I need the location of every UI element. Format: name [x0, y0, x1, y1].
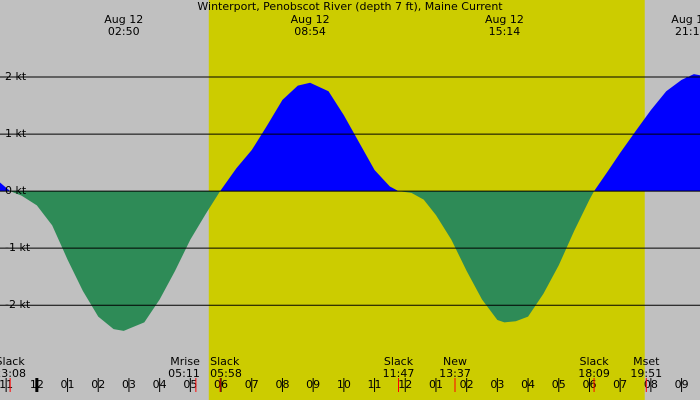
y-tick-label: 2 kt	[5, 70, 27, 83]
event-time: 21:18	[675, 25, 700, 38]
x-tick-label: 02	[460, 378, 474, 391]
event-name: New	[443, 355, 467, 368]
flood-area	[0, 74, 700, 192]
event-time: 18:09	[578, 367, 610, 380]
chart-title: Winterport, Penobscot River (depth 7 ft)…	[197, 0, 503, 13]
event-name: Mset	[633, 355, 660, 368]
x-tick-label: 01	[61, 378, 75, 391]
x-tick-label: 08	[644, 378, 658, 391]
event-name: Mrise	[170, 355, 200, 368]
x-tick-label: 07	[613, 378, 627, 391]
x-tick-label: 06	[582, 378, 596, 391]
event-date: Aug 12	[104, 13, 143, 26]
event-date: Aug 12	[291, 13, 330, 26]
x-tick-label: 10	[337, 378, 351, 391]
x-tick-label: 04	[521, 378, 535, 391]
x-tick-label: 11	[368, 378, 382, 391]
event-date: Aug 12	[485, 13, 524, 26]
event-time: 05:58	[210, 367, 242, 380]
x-tick-label: 07	[245, 378, 259, 391]
event-time: 08:54	[294, 25, 326, 38]
x-tick-label: 05	[183, 378, 197, 391]
event-time: 02:50	[108, 25, 140, 38]
event-time: 13:37	[439, 367, 471, 380]
y-tick-label: 0 kt	[5, 184, 27, 197]
event-time: 05:11	[168, 367, 200, 380]
x-tick-label: 09	[306, 378, 320, 391]
x-tick-label: 02	[91, 378, 105, 391]
x-tick-label: 06	[214, 378, 228, 391]
x-tick-label: 12	[30, 378, 44, 391]
event-name: Slack	[0, 355, 25, 368]
event-time: 23:08	[0, 367, 26, 380]
x-tick-label: 05	[552, 378, 566, 391]
x-tick-label: 04	[153, 378, 167, 391]
x-tick-label: 12	[398, 378, 412, 391]
y-tick-label: -2 kt	[5, 298, 31, 311]
event-name: Slack	[579, 355, 609, 368]
y-tick-label: -1 kt	[5, 241, 31, 254]
event-date: Aug 12	[671, 13, 700, 26]
event-name: Slack	[210, 355, 240, 368]
x-tick-label: 09	[675, 378, 689, 391]
event-name: Slack	[384, 355, 414, 368]
event-time: 11:47	[383, 367, 415, 380]
x-tick-label: 08	[275, 378, 289, 391]
x-tick-label: 03	[122, 378, 136, 391]
x-tick-label: 03	[490, 378, 504, 391]
event-time: 15:14	[489, 25, 521, 38]
event-time: 19:51	[630, 367, 662, 380]
x-tick-label: 01	[429, 378, 443, 391]
ebb-area	[10, 191, 595, 331]
y-tick-label: 1 kt	[5, 127, 27, 140]
